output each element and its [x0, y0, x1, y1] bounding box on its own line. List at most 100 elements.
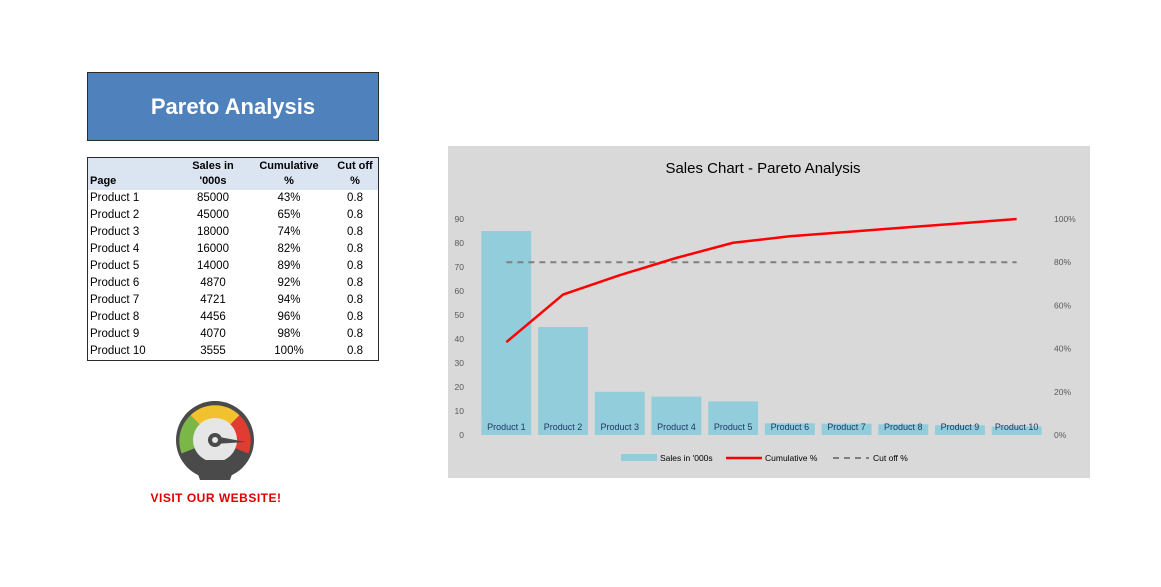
x-tick-label: Product 10 [995, 422, 1039, 432]
cell-cutoff: 0.8 [347, 209, 363, 221]
table-row: Product 3 18000 74% 0.8 [88, 224, 379, 241]
table-row: Product 2 45000 65% 0.8 [88, 207, 379, 224]
y-left-tick-label: 40 [455, 334, 465, 344]
y-left-tick-label: 30 [455, 358, 465, 368]
table-row: Product 10 3555 100% 0.8 [88, 343, 379, 361]
cell-cumulative: 74% [277, 226, 301, 238]
x-tick-label: Product 6 [771, 422, 810, 432]
y-right-tick-label: 0% [1054, 430, 1067, 440]
cell-cumulative: 43% [277, 192, 301, 204]
legend-label-cutoff: Cut off % [873, 453, 908, 463]
cell-cumulative: 89% [277, 260, 301, 272]
cell-page: Product 7 [90, 294, 140, 306]
cell-sales: 16000 [197, 243, 229, 255]
cell-sales: 85000 [197, 192, 229, 204]
x-tick-label: Product 4 [657, 422, 696, 432]
table-row: Product 7 4721 94% 0.8 [88, 292, 379, 309]
pareto-chart-svg: Sales Chart - Pareto Analysis 0 10 20 30 40 5… [448, 146, 1090, 478]
cell-cutoff: 0.8 [347, 260, 363, 272]
x-tick-label: Product 5 [714, 422, 753, 432]
cell-page: Product 1 [90, 192, 140, 204]
header-sales: Sales in '000s [192, 160, 234, 187]
x-tick-label: Product 1 [487, 422, 526, 432]
cell-cutoff: 0.8 [347, 294, 363, 306]
y-left-tick-label: 20 [455, 382, 465, 392]
cell-page: Product 3 [90, 226, 140, 238]
y-left-tick-label: 70 [455, 262, 465, 272]
y-right-tick-label: 20% [1054, 387, 1071, 397]
y-left-tick-label: 80 [455, 238, 465, 248]
cell-cumulative: 65% [277, 209, 301, 221]
cell-cutoff: 0.8 [347, 243, 363, 255]
cell-sales: 14000 [197, 260, 229, 272]
chart-title: Sales Chart - Pareto Analysis [665, 160, 860, 177]
header-cumulative: Cumulative% [259, 160, 319, 187]
bar [821, 423, 872, 435]
cell-sales: 4870 [200, 277, 226, 289]
bar [991, 426, 1042, 435]
bar [481, 231, 532, 435]
cell-page: Product 9 [90, 328, 140, 340]
speedometer-icon[interactable] [170, 400, 260, 480]
cell-cutoff: 0.8 [347, 226, 363, 238]
table-row: Product 8 4456 96% 0.8 [88, 309, 379, 326]
y-left-tick-label: 50 [455, 310, 465, 320]
cell-sales: 4721 [200, 294, 226, 306]
cell-page: Product 4 [90, 243, 140, 255]
cell-cumulative: 96% [277, 311, 301, 323]
cell-page: Product 6 [90, 277, 140, 289]
table-row: Product 4 16000 82% 0.8 [88, 241, 379, 258]
cell-cumulative: 92% [277, 277, 301, 289]
cell-page: Product 5 [90, 260, 140, 272]
y-right-tick-label: 40% [1054, 344, 1071, 354]
table-row: Product 1 85000 43% 0.8 [88, 190, 379, 207]
header-cutoff: Cut off % [337, 160, 373, 187]
cell-page: Product 8 [90, 311, 140, 323]
cell-cutoff: 0.8 [347, 192, 363, 204]
y-left-tick-label: 10 [455, 406, 465, 416]
pareto-chart: Sales Chart - Pareto Analysis 0 10 20 30 40 5… [448, 146, 1090, 478]
legend-label-cumulative: Cumulative % [765, 453, 818, 463]
y-right-tick-label: 80% [1054, 257, 1071, 267]
cell-sales: 4456 [200, 311, 226, 323]
x-tick-label: Product 3 [600, 422, 639, 432]
bar [594, 391, 645, 435]
x-tick-label: Product 2 [544, 422, 583, 432]
cumulative-line [505, 217, 1017, 344]
y-left-tick-label: 60 [455, 286, 465, 296]
cell-cutoff: 0.8 [347, 328, 363, 340]
table-row: Product 9 4070 98% 0.8 [88, 326, 379, 343]
y-left-tick-label: 90 [455, 214, 465, 224]
page-title: Pareto Analysis [87, 72, 379, 141]
sales-table: Page Sales in '000s Cumulative% Cut off %… [87, 157, 379, 361]
cell-cumulative: 82% [277, 243, 301, 255]
cell-cumulative: 100% [274, 345, 304, 357]
bar [708, 401, 759, 435]
cell-cutoff: 0.8 [347, 277, 363, 289]
bar [538, 327, 588, 435]
cell-page: Product 2 [90, 209, 140, 221]
x-tick-label: Product 8 [884, 422, 923, 432]
cell-page: Product 10 [90, 345, 146, 357]
y-right-tick-label: 60% [1054, 300, 1071, 310]
table-row: Product 6 4870 92% 0.8 [88, 275, 379, 292]
legend-label-sales: Sales in '000s [660, 453, 713, 463]
x-tick-label: Product 9 [941, 422, 980, 432]
cell-sales: 4070 [200, 328, 226, 340]
cell-cutoff: 0.8 [347, 311, 363, 323]
x-tick-label: Product 7 [827, 422, 866, 432]
bar [651, 396, 702, 435]
y-right-tick-label: 100% [1054, 214, 1076, 224]
visit-website-link[interactable]: VISIT OUR WEBSITE! [150, 491, 282, 505]
table-row: Product 5 14000 89% 0.8 [88, 258, 379, 275]
bar [764, 423, 815, 435]
cell-cumulative: 94% [277, 294, 301, 306]
cell-cutoff: 0.8 [347, 345, 363, 357]
cell-cumulative: 98% [277, 328, 301, 340]
header-page: Page [90, 175, 117, 187]
cell-sales: 3555 [200, 345, 226, 357]
legend-swatch-sales [621, 454, 657, 461]
cell-sales: 45000 [197, 209, 229, 221]
bar [935, 425, 985, 435]
cell-sales: 18000 [197, 226, 229, 238]
